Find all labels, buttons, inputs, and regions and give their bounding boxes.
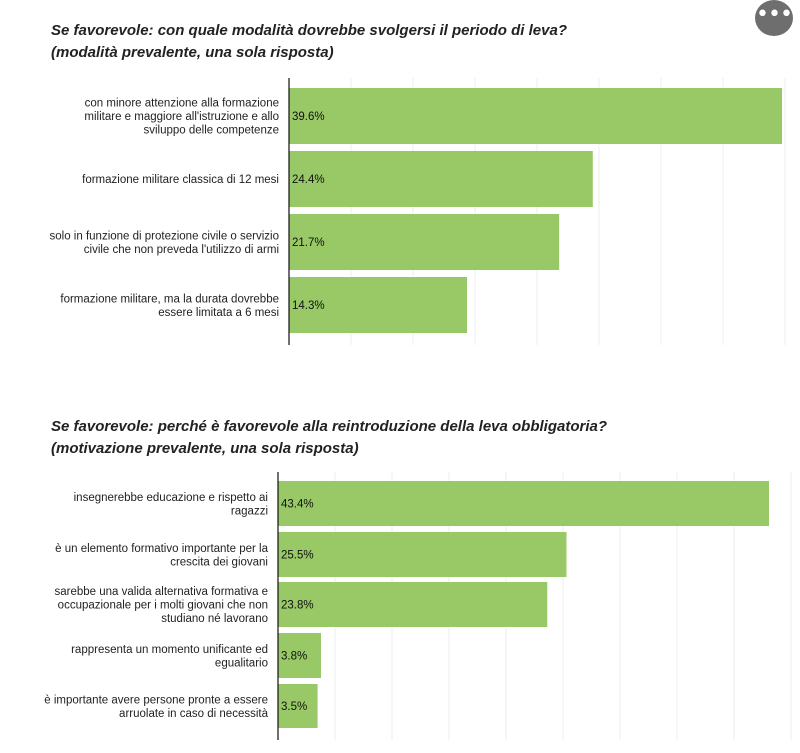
- bar-5: [278, 684, 318, 728]
- value-label-2: 24.4%: [292, 174, 325, 186]
- chart1-bar-chart: 39.6% con minore attenzione alla formazio…: [50, 78, 786, 345]
- bar-2: [289, 151, 593, 207]
- value-label-3: 21.7%: [292, 237, 325, 249]
- more-options-button[interactable]: •••: [755, 0, 793, 36]
- value-label-4: 3.8%: [281, 651, 307, 663]
- bar-1: [278, 481, 769, 526]
- category-label-2: formazione militare classica di 12 mesi: [82, 174, 279, 186]
- category-label-1: con minore attenzione alla formazione mil…: [84, 98, 279, 137]
- category-label-4: rappresenta un momento unificante ed egua…: [71, 644, 268, 670]
- chart1-title-line2: (modalità prevalente, una sola risposta): [51, 44, 334, 61]
- bar-3: [289, 214, 560, 270]
- category-label-3: sarebbe una valida alternativa formativa…: [54, 586, 268, 625]
- bar-4: [289, 277, 468, 333]
- value-label-2: 25.5%: [281, 550, 314, 562]
- value-label-1: 43.4%: [281, 499, 314, 511]
- category-label-3: solo in funzione di protezione civile o …: [50, 230, 279, 256]
- category-label-2: è un elemento formativo importante per l…: [55, 543, 268, 569]
- bar-1: [289, 88, 782, 144]
- value-label-5: 3.5%: [281, 701, 307, 713]
- bar-3: [278, 582, 548, 627]
- bar-2: [278, 532, 567, 577]
- category-label-5: è importante avere persone pronte a esse…: [44, 694, 268, 720]
- chart2-title-line2: (motivazione prevalente, una sola rispos…: [51, 440, 359, 457]
- category-label-1: insegnerebbe educazione e rispetto ai rag…: [74, 492, 268, 518]
- bar-4: [278, 633, 321, 678]
- value-label-1: 39.6%: [292, 111, 325, 123]
- more-dots-icon: •••: [756, 2, 793, 27]
- value-label-4: 14.3%: [292, 300, 325, 312]
- chart2-title-line1: Se favorevole: perché è favorevole alla …: [51, 418, 608, 435]
- category-label-4: formazione militare, ma la durata dovreb…: [60, 293, 279, 319]
- chart2-title: Se favorevole: perché è favorevole alla …: [51, 416, 607, 460]
- value-label-3: 23.8%: [281, 600, 314, 612]
- chart1-title: Se favorevole: con quale modalità dovreb…: [51, 20, 567, 64]
- chart1-title-line1: Se favorevole: con quale modalità dovreb…: [51, 22, 567, 39]
